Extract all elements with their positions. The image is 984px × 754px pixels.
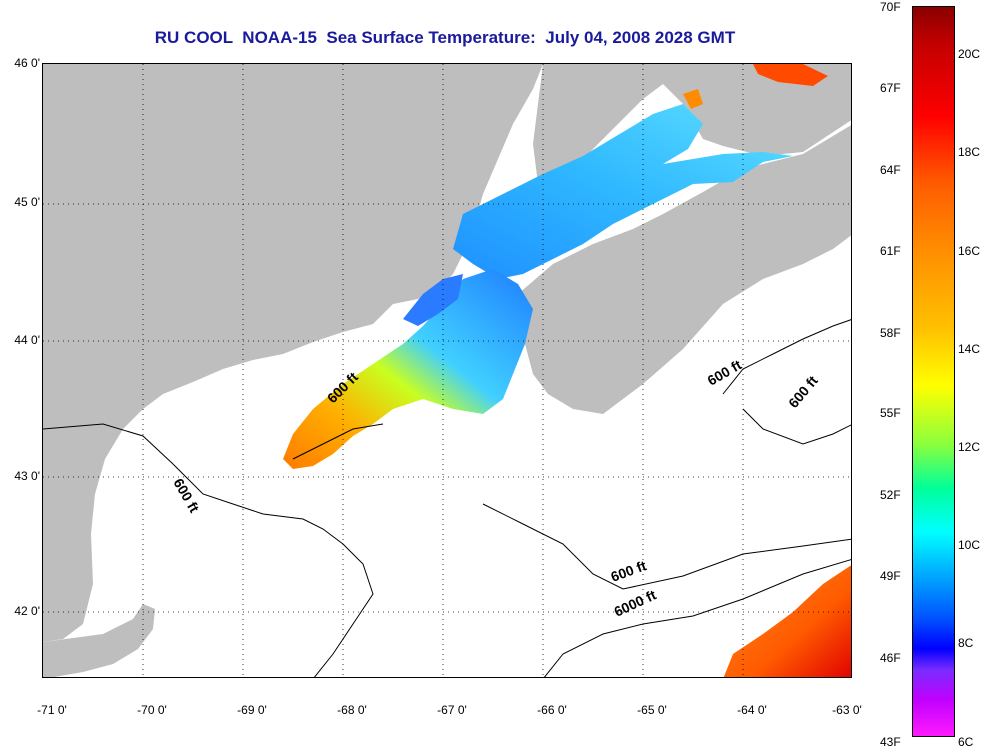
lat-label-45: 45 0': [14, 195, 40, 209]
colorbar-f-58: 58F: [880, 326, 901, 340]
colorbar-f-61: 61F: [880, 244, 901, 258]
colorbar-c-12: 12C: [958, 440, 981, 454]
land-new-brunswick: [533, 64, 851, 204]
lon-label-68: -68 0': [337, 703, 367, 717]
map-canvas: 600 ft 600 ft 600 ft 600 ft 600 ft 6000 …: [43, 64, 851, 677]
colorbar-f-70: 70F: [880, 0, 901, 14]
colorbar-f-46: 46F: [880, 651, 901, 665]
colorbar-f-52: 52F: [880, 488, 901, 502]
map-title: RU COOL NOAA-15 Sea Surface Temperature:…: [154, 28, 736, 47]
bathymetry-contours: [43, 319, 851, 677]
colorbar-f-67: 67F: [880, 81, 901, 95]
colorbar-c-8: 8C: [958, 636, 974, 650]
colorbar-c-18: 18C: [958, 145, 981, 159]
colorbar-f-43: 43F: [880, 735, 901, 749]
colorbar-c-14: 14C: [958, 342, 981, 356]
lon-label-66: -66 0': [537, 703, 567, 717]
colorbar-c-16: 16C: [958, 244, 981, 258]
graticule: [43, 64, 851, 677]
lon-label-64: -64 0': [737, 703, 767, 717]
land-nova-scotia: [518, 125, 851, 414]
lon-label-63: -63 0': [832, 703, 862, 717]
lon-label-71: -71 0': [37, 703, 67, 717]
temperature-colorbar: [912, 6, 955, 737]
colorbar-f-49: 49F: [880, 569, 901, 583]
colorbar-c-10: 10C: [958, 538, 981, 552]
sst-gulf-of-maine: [283, 269, 533, 469]
lon-label-65: -65 0': [637, 703, 667, 717]
land-new-england: [43, 64, 543, 642]
sst-coastal-maine: [403, 274, 463, 326]
land-cape-cod: [43, 604, 155, 677]
colorbar-f-64: 64F: [880, 163, 901, 177]
colorbar-c-6: 6C: [958, 735, 974, 749]
colorbar-c-20: 20C: [958, 47, 981, 61]
contour-label-600-south: 600 ft: [609, 557, 649, 585]
sst-map: 600 ft 600 ft 600 ft 600 ft 600 ft 6000 …: [42, 63, 852, 678]
sst-gulf-stream: [723, 565, 851, 677]
sst-bay-of-fundy: [453, 104, 793, 279]
lat-label-42: 42 0': [14, 604, 40, 618]
contour-label-600-east2: 600 ft: [785, 372, 821, 411]
lat-label-44: 44 0': [14, 333, 40, 347]
colorbar-f-55: 55F: [880, 406, 901, 420]
contour-label-6000-south: 6000 ft: [612, 586, 659, 619]
contour-label-600-east1: 600 ft: [705, 356, 745, 388]
lon-label-69: -69 0': [237, 703, 267, 717]
sst-bay-head-warm: [683, 89, 703, 109]
lat-label-46: 46 0': [14, 56, 40, 70]
contour-label-600-west: 600 ft: [170, 476, 202, 516]
lon-label-67: -67 0': [437, 703, 467, 717]
lon-label-70: -70 0': [137, 703, 167, 717]
sst-northeast-warm: [753, 64, 828, 86]
lat-label-43: 43 0': [14, 469, 40, 483]
